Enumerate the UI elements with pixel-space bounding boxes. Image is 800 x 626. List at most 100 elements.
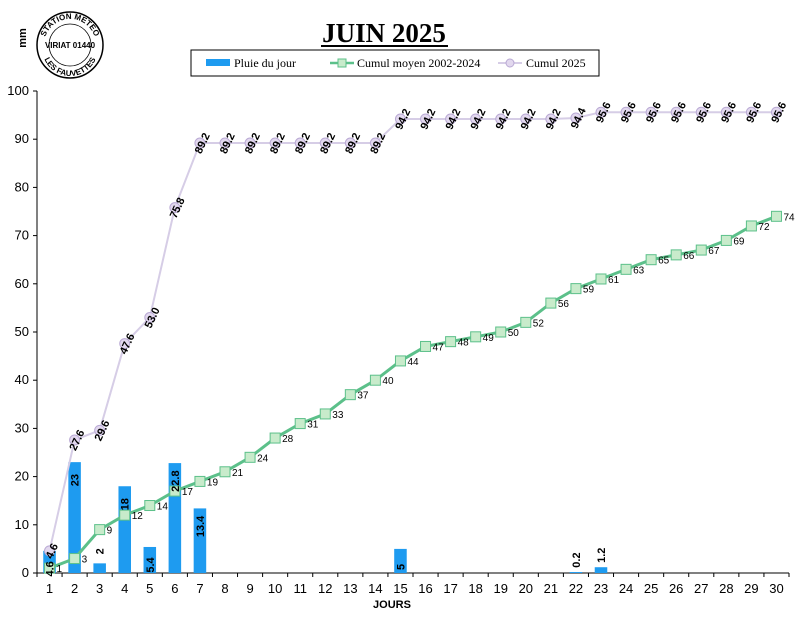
x-tick-label: 27 xyxy=(694,581,708,596)
point-moyen xyxy=(344,389,356,401)
label-moyen: 21 xyxy=(232,468,244,479)
point-2025 xyxy=(445,113,457,125)
y-tick-label: 10 xyxy=(15,517,29,532)
label-moyen: 47 xyxy=(433,342,445,353)
label-moyen: 66 xyxy=(683,251,695,262)
point-moyen xyxy=(495,326,507,338)
point-2025 xyxy=(570,112,582,124)
point-2025 xyxy=(670,106,682,118)
x-tick-label: 18 xyxy=(468,581,482,596)
point-2025 xyxy=(745,106,757,118)
x-tick-label: 21 xyxy=(544,581,558,596)
label-moyen: 12 xyxy=(132,511,144,522)
x-tick-label: 7 xyxy=(196,581,203,596)
point-2025 xyxy=(144,312,156,324)
y-tick-label: 40 xyxy=(15,372,29,387)
label-moyen: 14 xyxy=(157,502,169,513)
label-cumul-2025: 53.0 xyxy=(143,306,163,330)
point-2025 xyxy=(294,137,306,149)
y-tick-label: 80 xyxy=(15,179,29,194)
x-tick-label: 25 xyxy=(644,581,658,596)
x-tick-label: 9 xyxy=(246,581,253,596)
point-2025 xyxy=(319,137,331,149)
label-bar: 1.2 xyxy=(596,548,608,563)
label-moyen: 9 xyxy=(107,526,113,537)
point-2025 xyxy=(369,137,381,149)
label-moyen: 63 xyxy=(633,265,645,276)
bar-pluie xyxy=(569,572,583,573)
series-line xyxy=(48,214,778,570)
point-moyen xyxy=(545,297,557,309)
y-tick-label: 0 xyxy=(22,565,29,580)
stamp-bottom-text: LES FAUVETTES xyxy=(42,55,97,78)
point-2025 xyxy=(545,113,557,125)
label-cumul-2025: 94.4 xyxy=(569,105,589,130)
x-tick-label: 15 xyxy=(393,581,407,596)
point-moyen xyxy=(394,355,406,367)
label-moyen: 33 xyxy=(332,410,344,421)
bar-pluie xyxy=(93,563,106,573)
label-cumul-2025: 27.6 xyxy=(68,428,88,452)
x-tick-label: 2 xyxy=(71,581,78,596)
point-2025 xyxy=(244,137,256,149)
label-bar: 13.4 xyxy=(195,515,207,537)
point-2025 xyxy=(620,106,632,118)
point-moyen xyxy=(670,249,682,261)
x-tick-label: 10 xyxy=(268,581,282,596)
x-tick-label: 16 xyxy=(418,581,432,596)
point-2025 xyxy=(520,113,532,125)
legend-swatch-bar xyxy=(206,59,230,66)
label-moyen: 69 xyxy=(733,236,745,247)
point-moyen xyxy=(294,418,306,430)
point-2025 xyxy=(394,113,406,125)
point-moyen xyxy=(445,336,457,348)
point-moyen xyxy=(69,553,81,565)
y-tick-label: 90 xyxy=(15,131,29,146)
point-moyen xyxy=(44,562,56,574)
point-2025 xyxy=(470,113,482,125)
x-tick-label: 29 xyxy=(744,581,758,596)
point-2025 xyxy=(595,106,607,118)
x-tick-label: 1 xyxy=(46,581,53,596)
point-moyen xyxy=(645,254,657,266)
label-cumul-2025: 4.6 xyxy=(44,542,61,561)
legend-label-2025: Cumul 2025 xyxy=(526,56,586,70)
point-moyen xyxy=(595,273,607,285)
point-moyen xyxy=(369,374,381,386)
point-2025 xyxy=(119,338,131,350)
label-moyen: 50 xyxy=(508,328,520,339)
label-bar: 0.2 xyxy=(571,552,583,567)
point-moyen xyxy=(219,466,231,478)
point-2025 xyxy=(420,113,432,125)
label-bar: 18 xyxy=(120,498,132,510)
y-tick-label: 70 xyxy=(15,228,29,243)
legend: Pluie du jour Cumul moyen 2002-2024 Cumu… xyxy=(190,49,600,77)
point-moyen xyxy=(169,485,181,497)
point-2025 xyxy=(94,424,106,436)
point-moyen xyxy=(269,432,281,444)
legend-label-pluie: Pluie du jour xyxy=(234,56,296,70)
point-moyen xyxy=(144,500,156,512)
label-bar: 23 xyxy=(70,474,82,486)
x-tick-label: 12 xyxy=(318,581,332,596)
point-2025 xyxy=(495,113,507,125)
point-moyen xyxy=(745,220,757,232)
stamp-middle-text: VIRIAT 01440 xyxy=(45,41,96,50)
label-moyen: 48 xyxy=(458,338,470,349)
x-tick-label: 30 xyxy=(769,581,783,596)
y-axis-label: mm xyxy=(17,28,29,48)
label-moyen: 37 xyxy=(357,391,369,402)
label-moyen: 52 xyxy=(533,318,545,329)
label-moyen: 1 xyxy=(57,564,63,575)
label-moyen: 67 xyxy=(708,246,720,257)
label-bar: 2 xyxy=(95,548,107,554)
x-tick-label: 20 xyxy=(519,581,533,596)
label-cumul-2025: 47.6 xyxy=(118,332,138,356)
legend-marker-moyen xyxy=(337,58,347,68)
point-moyen xyxy=(570,283,582,295)
label-moyen: 49 xyxy=(483,333,495,344)
point-moyen xyxy=(94,524,106,536)
point-2025 xyxy=(770,106,782,118)
x-tick-label: 8 xyxy=(221,581,228,596)
